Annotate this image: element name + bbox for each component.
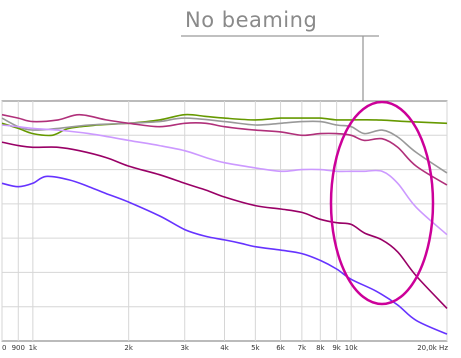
series-line-6: [1, 175, 448, 335]
x-tick-label: 2k: [124, 344, 133, 352]
x-tick-label: 1k: [29, 344, 38, 352]
x-tick-label: 900: [12, 344, 25, 352]
series-line-4: [1, 124, 448, 236]
x-tick-label: 9k: [332, 344, 341, 352]
annotation-label: No beaming: [185, 8, 318, 32]
x-tick-label: 3k: [180, 344, 189, 352]
x-tick-label: 5k: [251, 344, 260, 352]
x-tick-labels: 0 900 1k 2k 3k 4k 5k 6k 7k 8k 9k 10k 20,0k Hz: [2, 344, 448, 352]
x-tick-label: 8k: [316, 344, 325, 352]
x-tick-label: 6k: [276, 344, 285, 352]
series-line-3: [1, 113, 448, 186]
series-line-1: [1, 113, 448, 137]
series-line-5: [1, 141, 448, 309]
highlight-ellipse: [329, 100, 435, 306]
x-tick-label: 4k: [220, 344, 229, 352]
x-tick-label: 0: [2, 344, 6, 352]
x-tick-label: 7k: [298, 344, 307, 352]
series-line-2: [1, 117, 448, 174]
x-tick-label: 10k: [345, 344, 359, 352]
x-tick-label: 20,0k Hz: [417, 344, 448, 352]
annotation-leader: [181, 35, 379, 112]
series-layer: [1, 113, 448, 335]
